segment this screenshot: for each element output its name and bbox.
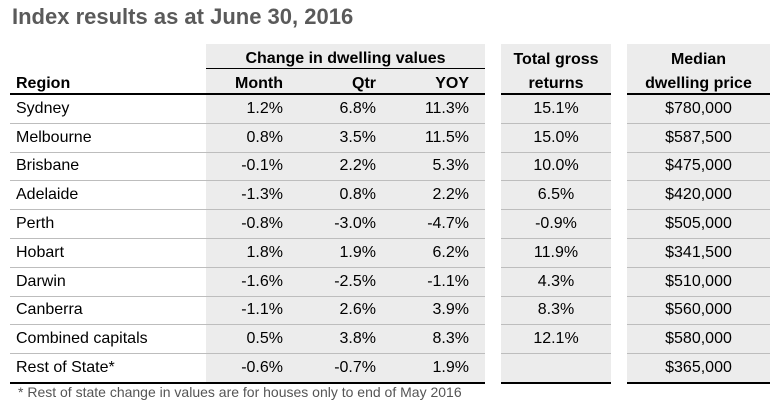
median-cell: $475,000 <box>627 152 770 182</box>
table-row: Brisbane -0.1% 2.2% 5.3% 10.0% $475,000 <box>10 152 770 182</box>
total-cell <box>501 353 611 384</box>
median-cell: $587,500 <box>627 123 770 153</box>
yoy-cell: -4.7% <box>392 209 485 239</box>
header-row-top: Change in dwelling values Total gross Me… <box>10 44 770 69</box>
region-cell: Rest of State* <box>10 353 206 384</box>
total-cell: 12.1% <box>501 324 611 355</box>
qtr-cell: -3.0% <box>299 209 392 239</box>
median-header-line2: dwelling price <box>627 68 770 95</box>
region-cell: Melbourne <box>10 123 206 153</box>
region-cell: Canberra <box>10 296 206 326</box>
median-cell: $341,500 <box>627 238 770 268</box>
yoy-cell: 11.3% <box>392 94 485 124</box>
qtr-cell: 1.9% <box>299 238 392 268</box>
month-cell: 0.8% <box>206 123 299 153</box>
table-row: Melbourne 0.8% 3.5% 11.5% 15.0% $587,500 <box>10 123 770 153</box>
region-cell: Sydney <box>10 94 206 124</box>
yoy-cell: 3.9% <box>392 296 485 326</box>
table-row: Darwin -1.6% -2.5% -1.1% 4.3% $510,000 <box>10 267 770 297</box>
qtr-cell: 3.5% <box>299 123 392 153</box>
qtr-header: Qtr <box>299 68 392 95</box>
qtr-cell: -2.5% <box>299 267 392 297</box>
qtr-cell: 2.2% <box>299 152 392 182</box>
month-cell: -0.6% <box>206 353 299 384</box>
region-cell: Adelaide <box>10 180 206 211</box>
month-cell: -0.8% <box>206 209 299 239</box>
total-cell: 4.3% <box>501 267 611 297</box>
table-row: Combined capitals 0.5% 3.8% 8.3% 12.1% $580,0… <box>10 324 770 355</box>
region-header: Region <box>10 68 206 95</box>
yoy-cell: 11.5% <box>392 123 485 153</box>
yoy-cell: 5.3% <box>392 152 485 182</box>
month-cell: 1.2% <box>206 94 299 124</box>
median-cell: $420,000 <box>627 180 770 211</box>
total-cell: -0.9% <box>501 209 611 239</box>
table-body: Sydney 1.2% 6.8% 11.3% 15.1% $780,000 Melbourn… <box>10 94 770 384</box>
table-row: Hobart 1.8% 1.9% 6.2% 11.9% $341,500 <box>10 238 770 268</box>
region-cell: Perth <box>10 209 206 239</box>
region-cell: Darwin <box>10 267 206 297</box>
total-header-line2: returns <box>501 68 611 95</box>
change-group-header: Change in dwelling values <box>206 44 485 69</box>
qtr-cell: 0.8% <box>299 180 392 211</box>
yoy-header: YOY <box>392 68 485 95</box>
region-cell: Combined capitals <box>10 324 206 355</box>
median-cell: $365,000 <box>627 353 770 384</box>
total-cell: 8.3% <box>501 296 611 326</box>
table-row: Canberra -1.1% 2.6% 3.9% 8.3% $560,000 <box>10 296 770 326</box>
table-row: Sydney 1.2% 6.8% 11.3% 15.1% $780,000 <box>10 94 770 124</box>
yoy-cell: 8.3% <box>392 324 485 355</box>
table-row: Rest of State* -0.6% -0.7% 1.9% $365,000 <box>10 353 770 384</box>
region-cell: Hobart <box>10 238 206 268</box>
region-cell: Brisbane <box>10 152 206 182</box>
month-cell: -1.1% <box>206 296 299 326</box>
month-cell: 1.8% <box>206 238 299 268</box>
qtr-cell: -0.7% <box>299 353 392 384</box>
month-cell: 0.5% <box>206 324 299 355</box>
yoy-cell: 2.2% <box>392 180 485 211</box>
total-cell: 15.1% <box>501 94 611 124</box>
yoy-cell: -1.1% <box>392 267 485 297</box>
qtr-cell: 3.8% <box>299 324 392 355</box>
median-cell: $505,000 <box>627 209 770 239</box>
total-header-line1: Total gross <box>501 44 611 69</box>
footnote: * Rest of state change in values are for… <box>18 384 462 400</box>
median-header-line1: Median <box>627 44 770 69</box>
month-cell: -0.1% <box>206 152 299 182</box>
total-cell: 10.0% <box>501 152 611 182</box>
table-row: Adelaide -1.3% 0.8% 2.2% 6.5% $420,000 <box>10 180 770 211</box>
month-cell: -1.6% <box>206 267 299 297</box>
qtr-cell: 2.6% <box>299 296 392 326</box>
total-cell: 6.5% <box>501 180 611 211</box>
total-cell: 11.9% <box>501 238 611 268</box>
index-results-table: Change in dwelling values Total gross Me… <box>10 44 770 384</box>
median-cell: $560,000 <box>627 296 770 326</box>
median-cell: $780,000 <box>627 94 770 124</box>
total-cell: 15.0% <box>501 123 611 153</box>
qtr-cell: 6.8% <box>299 94 392 124</box>
header-row-bottom: Region Month Qtr YOY returns dwelling pr… <box>10 68 770 95</box>
page-title: Index results as at June 30, 2016 <box>12 4 354 29</box>
median-cell: $580,000 <box>627 324 770 355</box>
table-row: Perth -0.8% -3.0% -4.7% -0.9% $505,000 <box>10 209 770 239</box>
median-cell: $510,000 <box>627 267 770 297</box>
yoy-cell: 1.9% <box>392 353 485 384</box>
yoy-cell: 6.2% <box>392 238 485 268</box>
month-cell: -1.3% <box>206 180 299 211</box>
month-header: Month <box>206 68 299 95</box>
